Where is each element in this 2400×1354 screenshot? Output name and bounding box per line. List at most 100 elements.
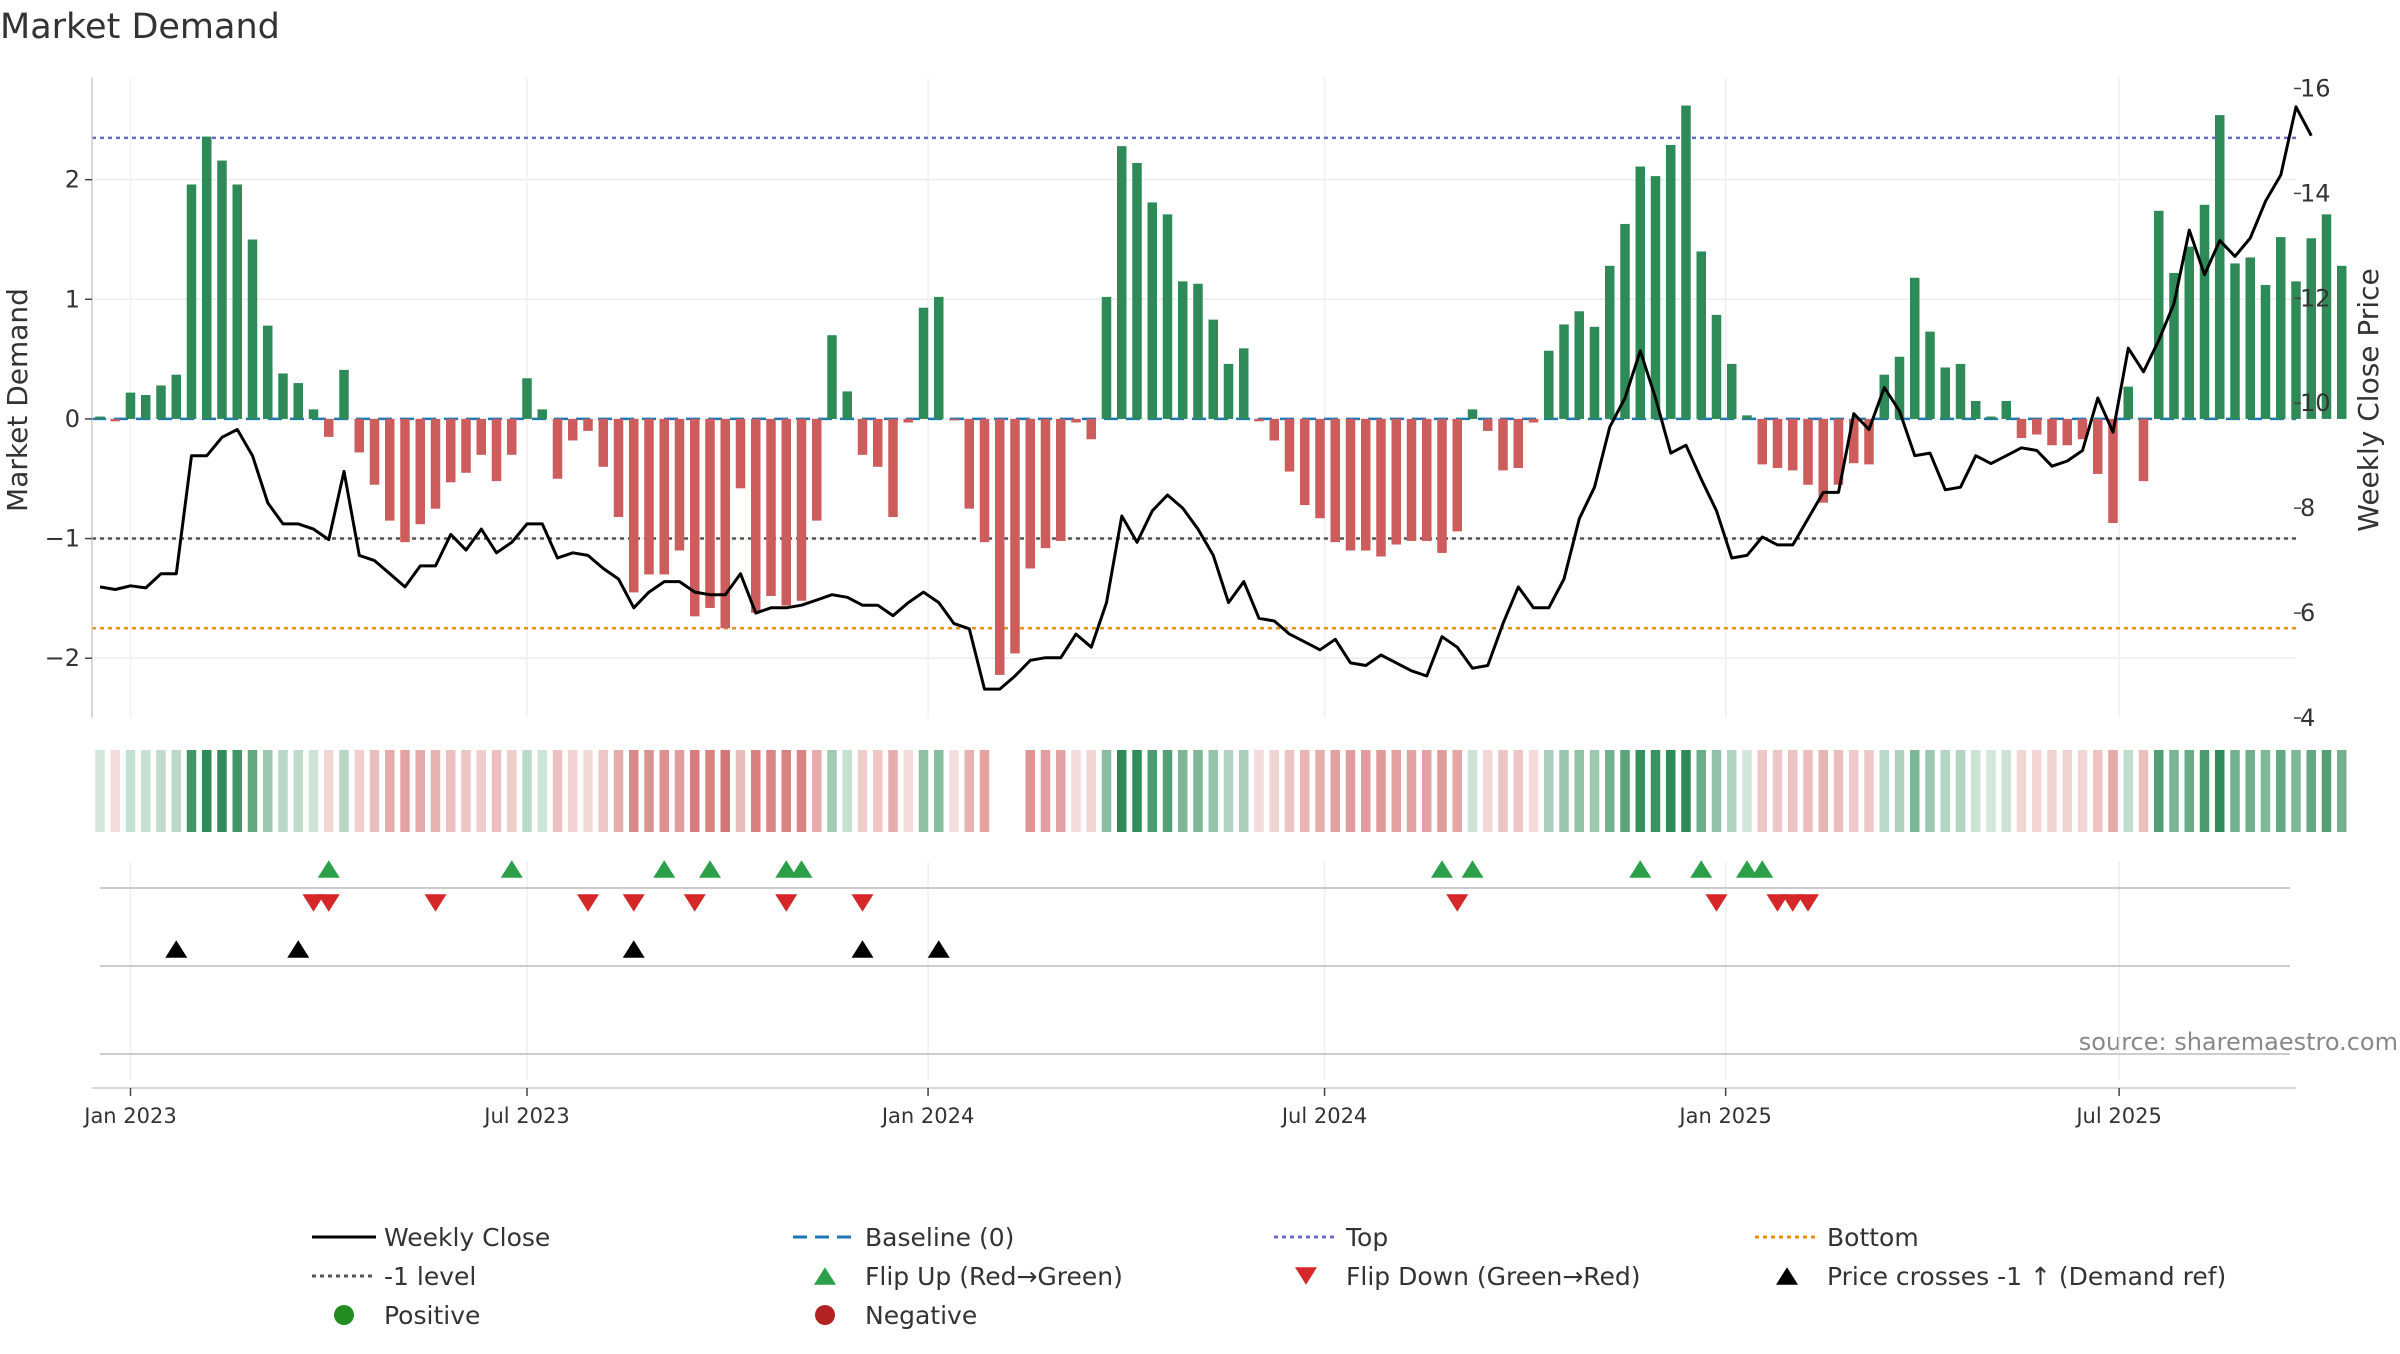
demand-bar (2062, 418, 2072, 446)
heat-cell (2062, 750, 2072, 832)
legend-price-crosses-1-demand-ref: Price crosses -1 ↑ (Demand ref) (1776, 1262, 2226, 1291)
heat-cell (1528, 750, 1539, 832)
demand-bar (2260, 284, 2271, 419)
demand-bar (659, 418, 669, 575)
demand-bar (1666, 144, 1676, 419)
demand-bar (1574, 311, 1584, 419)
heat-cell (2123, 750, 2133, 832)
demand-bar (1803, 418, 1813, 485)
heat-cell (2154, 750, 2164, 832)
heat-cell (1040, 750, 1051, 832)
demand-bar (629, 418, 639, 593)
heat-cell (278, 750, 288, 832)
source-label: source: sharemaestro.com (2079, 1028, 2398, 1056)
heat-cell (629, 750, 639, 832)
demand-bar (308, 409, 319, 419)
demand-bar (1467, 409, 1478, 419)
heat-cell (613, 750, 624, 832)
legend: Weekly Close Baseline (0) Top Bottom -1 leve… (312, 1223, 2226, 1330)
demand-bar (751, 418, 761, 613)
demand-bar (1284, 418, 1295, 472)
heat-cell (507, 750, 517, 832)
heat-cell (1513, 750, 1523, 832)
flip-down-marker (851, 894, 874, 912)
heat-cell (293, 750, 303, 832)
heat-cell (1422, 750, 1432, 832)
heat-cell (2093, 750, 2103, 832)
demand-bar (95, 416, 105, 419)
demand-bar (1422, 418, 1432, 541)
heat-cell (2291, 750, 2301, 832)
demand-bar (125, 392, 136, 419)
demand-bar (1025, 418, 1035, 569)
chart-title: Market Demand (0, 7, 280, 47)
heat-cell (1955, 750, 1966, 832)
heat-cell (1605, 750, 1615, 832)
heat-cell (2276, 750, 2286, 832)
heat-cell (1940, 750, 1950, 832)
heat-cell (1727, 750, 1737, 832)
demand-bar (1437, 418, 1447, 553)
demand-bar (964, 418, 974, 509)
demand-bar (293, 383, 303, 419)
heat-cell (1559, 750, 1569, 832)
heat-cell (1650, 750, 1661, 832)
x-tick-label: Jul 2025 (2074, 1104, 2161, 1128)
demand-bar (1635, 166, 1645, 419)
heat-cell (1376, 750, 1386, 832)
heat-cell (2245, 750, 2255, 832)
heat-cell (781, 750, 791, 832)
demand-bar (1940, 367, 1950, 419)
heat-cell (796, 750, 807, 832)
heat-cell (491, 750, 502, 832)
y-tick-label: 1 (65, 285, 80, 313)
demand-bar (1056, 418, 1066, 541)
heat-cell (1071, 750, 1081, 832)
heat-cell (1894, 750, 1905, 832)
flip-up-marker (1629, 860, 1652, 878)
demand-bar (2154, 210, 2164, 419)
legend-label: Baseline (0) (865, 1223, 1014, 1252)
demand-bar (278, 373, 288, 419)
heat-cell (1498, 750, 1508, 832)
legend-label: Weekly Close (384, 1223, 550, 1252)
y-tick-label: −2 (45, 644, 80, 672)
heat-cell (766, 750, 776, 832)
heat-cell (2077, 750, 2088, 832)
demand-bar (1483, 418, 1493, 431)
legend-label: Flip Up (Red→Green) (865, 1262, 1123, 1291)
heat-cell (2306, 750, 2316, 832)
demand-bar (1650, 176, 1661, 419)
legend-bottom: Bottom (1755, 1223, 1919, 1252)
heat-cell (232, 750, 242, 832)
demand-bar (2032, 418, 2042, 435)
heat-cell (2032, 750, 2042, 832)
heat-cell (400, 750, 410, 832)
x-tick-label: Jul 2024 (1280, 1104, 1367, 1128)
heat-cell (1589, 750, 1600, 832)
demand-bar (674, 418, 685, 551)
demand-bar (1818, 418, 1828, 503)
heat-cell (1742, 750, 1752, 832)
heat-cell (110, 750, 120, 832)
demand-bar (1925, 331, 1935, 419)
heat-cell (552, 750, 563, 832)
heat-cell (385, 750, 395, 832)
legend-label: Negative (865, 1301, 977, 1330)
demand-bar (522, 378, 532, 419)
demand-bar (842, 391, 852, 419)
heat-cell (644, 750, 654, 832)
demand-bar (369, 418, 380, 485)
heat-cell (1345, 750, 1356, 832)
heat-cell (2199, 750, 2210, 832)
heat-cell (857, 750, 868, 832)
legend-positive: Positive (334, 1301, 480, 1330)
demand-bar (1742, 415, 1752, 419)
demand-bar (1300, 418, 1310, 506)
demand-bar (1879, 374, 1889, 419)
heat-cell (1239, 750, 1249, 832)
flip-up-marker (790, 860, 813, 878)
demand-bar (2245, 257, 2255, 419)
demand-bar (2016, 418, 2027, 439)
flip-up-marker (1736, 860, 1758, 878)
